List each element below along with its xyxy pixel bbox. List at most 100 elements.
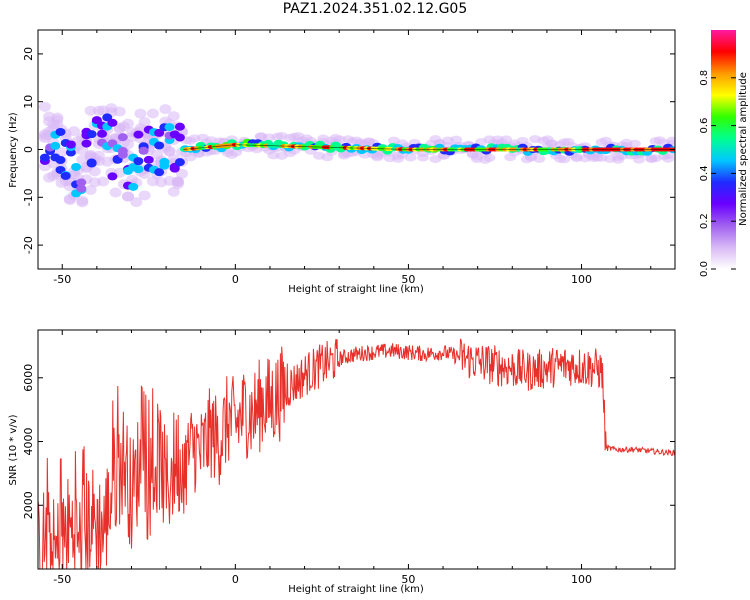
spectrogram-cell	[107, 118, 118, 127]
spectrogram-heatmap	[38, 101, 675, 208]
spectrogram-halo-cell	[171, 176, 184, 187]
spectrogram-halo-cell	[113, 106, 126, 117]
snr-y-tick-label: 4000	[22, 428, 35, 456]
spectrogram-halo-cell	[416, 153, 429, 162]
spectrogram-halo-cell	[533, 154, 546, 163]
snr-x-axis: -50 0 50 100	[53, 330, 652, 586]
spectrogram-cell	[164, 123, 175, 132]
spectrogram-x-label: Height of straight line (km)	[288, 284, 424, 295]
spectrogram-y-axis: -20 -10 0 10 20	[22, 47, 675, 254]
colorbar: 0.0 0.2 0.4 0.6 0.8 Normalized spectral ampl…	[699, 30, 749, 277]
spectrogram-halo-cell	[138, 190, 151, 201]
spectrogram-halo-cell	[159, 104, 172, 115]
snr-y-label: SNR (10 * v/v)	[8, 414, 19, 485]
spectrogram-halo-cell	[450, 135, 463, 144]
spectrogram-cell	[143, 155, 154, 164]
spectrogram-cell	[154, 128, 165, 137]
colorbar-tick-label: 0.4	[699, 165, 710, 181]
spectrogram-halo-cell	[138, 116, 151, 127]
spectrogram-x-axis: -50 0 50 100	[53, 30, 652, 286]
spectrogram-halo-cell	[109, 187, 122, 198]
spectrogram-x-tick-label: 100	[571, 273, 592, 286]
colorbar-gradient	[711, 30, 736, 269]
spectrogram-cell	[55, 156, 66, 165]
spectrogram-halo-cell	[51, 114, 64, 125]
spectrogram-cell	[117, 147, 128, 156]
spectrogram-cell	[174, 158, 185, 167]
colorbar-label: Normalized spectral amplitude	[738, 72, 749, 226]
spectrogram-halo-cell	[570, 154, 583, 163]
spectrogram-cell	[133, 165, 144, 174]
snr-series-line	[38, 338, 675, 569]
spectrogram-halo-cell	[558, 155, 571, 164]
spectrogram-y-tick-label: 20	[22, 47, 35, 61]
snr-x-label: Height of straight line (km)	[288, 584, 424, 595]
spectrogram-y-tick-label: 10	[22, 95, 35, 109]
spectrogram-halo-cell	[97, 176, 110, 187]
spectrogram-x-tick-label: -50	[53, 273, 71, 286]
spectrogram-cell	[86, 159, 97, 168]
spectrogram-y-tick-label: -20	[22, 236, 35, 254]
spectrogram-cell	[138, 146, 149, 155]
spectrogram-halo-cell	[167, 186, 180, 197]
spectrogram-cell	[102, 113, 113, 122]
colorbar-tick-label: 0.0	[699, 261, 710, 277]
snr-y-tick-label: 2000	[22, 491, 35, 519]
spectrogram-halo-cell	[122, 118, 135, 129]
spectrogram-cell	[76, 184, 87, 193]
spectrogram-halo-cell	[176, 168, 189, 179]
spectrogram-cell	[76, 178, 87, 187]
spectrogram-halo-cell	[122, 191, 135, 202]
spectrogram-x-tick-label: 0	[232, 273, 239, 286]
snr-x-tick-label: 50	[401, 573, 415, 586]
spectrogram-y-label: Frequency (Hz)	[8, 112, 19, 188]
spectrogram-cell	[86, 130, 97, 139]
colorbar-ticks: 0.0 0.2 0.4 0.6 0.8	[699, 70, 736, 277]
spectrogram-halo-cell	[483, 153, 496, 162]
colorbar-tick-label: 0.6	[699, 118, 710, 134]
spectrogram-halo-cell	[84, 105, 97, 116]
spectrogram-cell	[60, 171, 71, 180]
spectrogram-x-tick-label: 50	[401, 273, 415, 286]
snr-frame	[37, 329, 676, 570]
spectrogram-cell	[71, 162, 82, 171]
spectrogram-cell	[65, 140, 76, 149]
snr-x-tick-label: 100	[571, 573, 592, 586]
spectrogram-cell	[107, 172, 118, 181]
spectrogram-cell	[174, 133, 185, 142]
spectrogram-halo-cell	[68, 126, 81, 137]
spectrogram-y-tick-label: -10	[22, 188, 35, 206]
spectrogram-halo-cell	[38, 101, 51, 112]
snr-x-tick-label: -50	[53, 573, 71, 586]
spectrogram-cell	[97, 129, 108, 138]
spectrogram-cell	[39, 153, 50, 162]
snr-y-tick-label: 6000	[22, 364, 35, 392]
spectrogram-halo-cell	[88, 166, 101, 177]
spectrogram-cell	[55, 127, 66, 136]
spectrogram-halo-cell	[76, 197, 89, 208]
spectrogram-halo-cell	[130, 197, 143, 208]
spectrogram-cell	[174, 122, 185, 131]
spectrogram-cell	[154, 168, 165, 177]
figure-title: PAZ1.2024.351.02.12.G05	[282, 1, 468, 17]
colorbar-tick-label: 0.8	[699, 70, 710, 86]
spectrogram-cell	[50, 141, 61, 150]
spectrogram-cell	[159, 157, 170, 166]
spectrogram-panel: -50 0 50 100 -20 -10 0 10 20 Height of straight…	[8, 29, 676, 295]
snr-x-tick-label: 0	[232, 573, 239, 586]
spectrogram-halo-cell	[163, 146, 176, 157]
spectrogram-halo-cell	[146, 108, 159, 119]
spectrogram-halo-cell	[500, 135, 513, 144]
spectrogram-ridge-line	[183, 144, 675, 150]
snr-panel: -50 0 50 100 2000 4000 6000 Height of straigh…	[8, 329, 676, 595]
spectrogram-halo-cell	[134, 108, 147, 119]
colorbar-tick-label: 0.2	[699, 213, 710, 229]
spectrogram-halo-cell	[404, 153, 417, 162]
spectrogram-halo-cell	[76, 145, 89, 156]
spectrogram-halo-cell	[628, 139, 641, 148]
spectrogram-halo-cell	[84, 184, 97, 195]
spectrogram-cell	[133, 130, 144, 139]
spectrogram-cell	[154, 141, 165, 150]
spectrogram-cell	[133, 157, 144, 166]
